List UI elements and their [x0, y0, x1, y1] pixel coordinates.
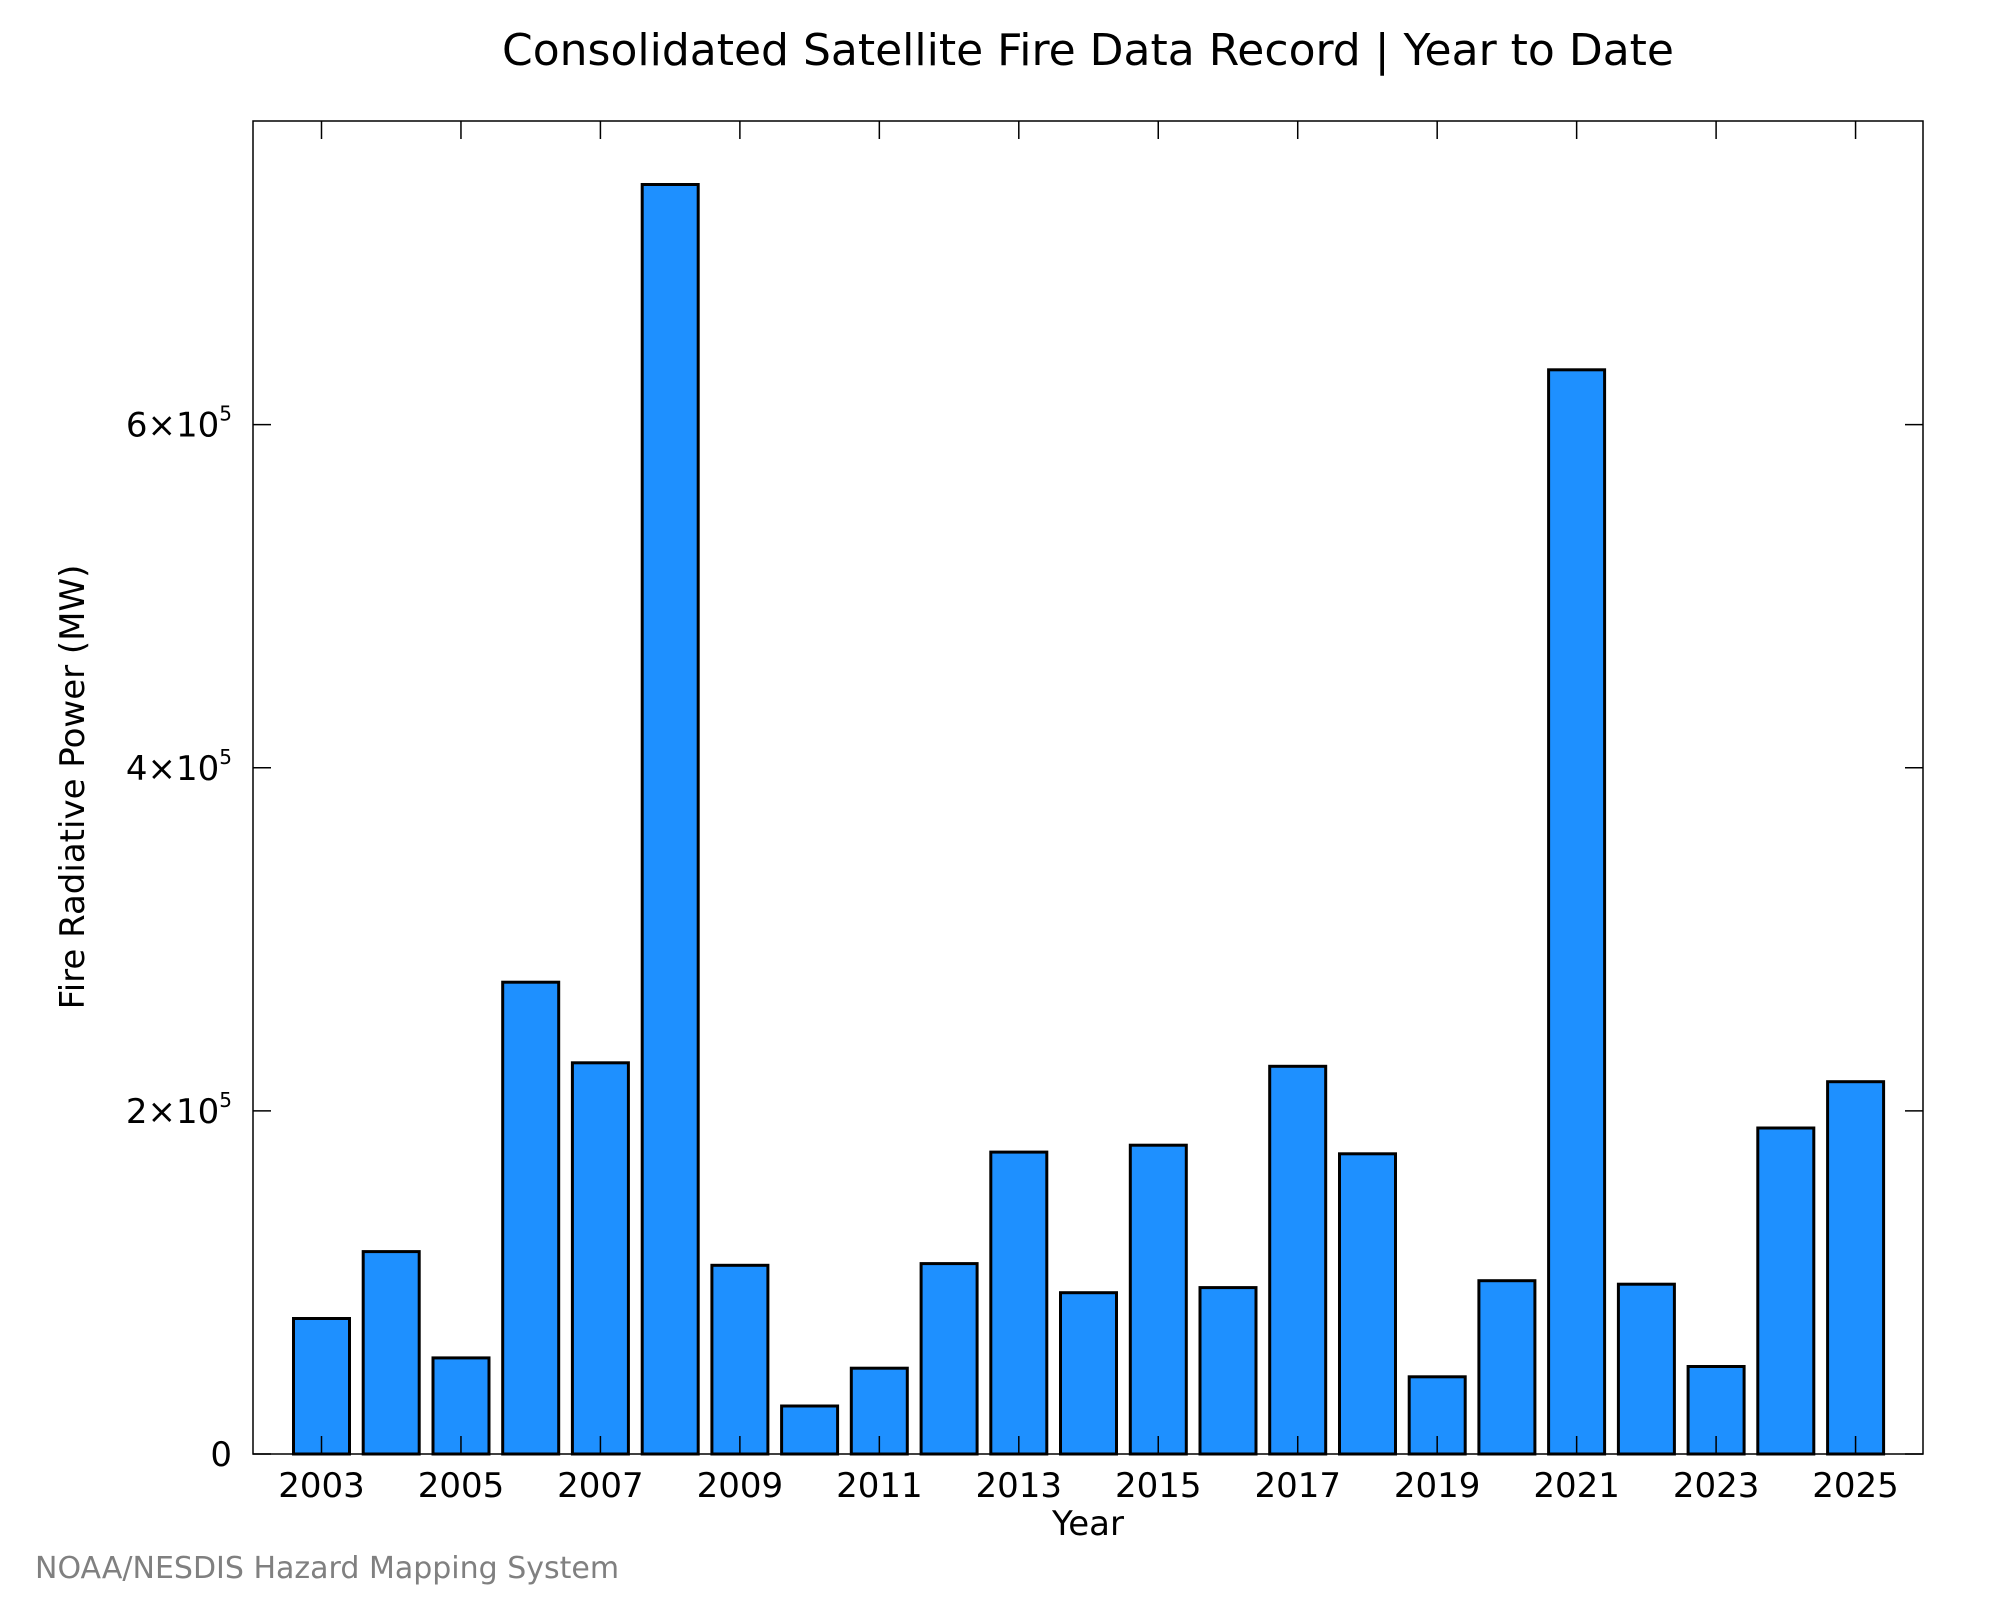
bars-group [292, 183, 1886, 1456]
y-axis-ticks: 0 2×105 4×105 6×105 [126, 402, 1923, 1475]
x-tick-label-2005: 2005 [418, 1466, 505, 1506]
x-tick-label-2021: 2021 [1533, 1466, 1620, 1506]
bar-2008 [640, 183, 700, 1456]
y-axis-label: Fire Radiative Power (MW) [53, 565, 93, 1010]
bar-2007 [570, 1061, 630, 1456]
chart-title: Consolidated Satellite Fire Data Record … [502, 25, 1674, 76]
x-tick-label-2011: 2011 [836, 1466, 923, 1506]
y-tick-exponent: 5 [219, 745, 232, 769]
y-tick-label-400000: 4×105 [126, 745, 232, 789]
bar-2016 [1198, 1286, 1258, 1456]
x-tick-label-2013: 2013 [976, 1466, 1063, 1506]
bar-2021 [1547, 368, 1607, 1456]
bar-2022 [1616, 1282, 1676, 1456]
x-tick-label-2009: 2009 [697, 1466, 784, 1506]
y-tick-exponent: 5 [219, 1088, 232, 1112]
credit-text: NOAA/NESDIS Hazard Mapping System [35, 1551, 619, 1586]
x-tick-label-2025: 2025 [1812, 1466, 1899, 1506]
x-tick-label-2023: 2023 [1673, 1466, 1760, 1506]
bar-2009 [710, 1263, 770, 1456]
bar-2025 [1826, 1080, 1886, 1456]
bar-2015 [1128, 1143, 1188, 1456]
x-tick-label-2007: 2007 [557, 1466, 644, 1506]
x-tick-label-2015: 2015 [1115, 1466, 1202, 1506]
plot-frame [252, 120, 1924, 1455]
x-axis-label: Year [1051, 1504, 1124, 1544]
y-tick-label-0: 0 [210, 1435, 232, 1475]
bar-2020 [1477, 1279, 1537, 1456]
bar-2018 [1338, 1152, 1397, 1456]
bar-2010 [780, 1404, 840, 1456]
bar-2003 [292, 1317, 351, 1456]
bar-2006 [501, 980, 561, 1456]
bar-2017 [1268, 1064, 1328, 1456]
x-tick-label-2017: 2017 [1254, 1466, 1341, 1506]
y-tick-label-600000: 6×105 [126, 402, 232, 446]
x-tick-label-2003: 2003 [278, 1466, 365, 1506]
x-axis-ticks: 2003 2005 2007 2009 2011 2013 2015 2017 2019 2021… [278, 121, 1899, 1506]
y-tick-exponent: 5 [219, 402, 232, 426]
bar-2013 [989, 1150, 1049, 1456]
bar-2012 [919, 1262, 979, 1456]
bar-2004 [361, 1250, 421, 1456]
x-tick-label-2019: 2019 [1394, 1466, 1481, 1506]
bar-2024 [1756, 1126, 1816, 1456]
y-tick-label-200000: 2×105 [126, 1088, 232, 1132]
bar-2014 [1059, 1291, 1118, 1456]
